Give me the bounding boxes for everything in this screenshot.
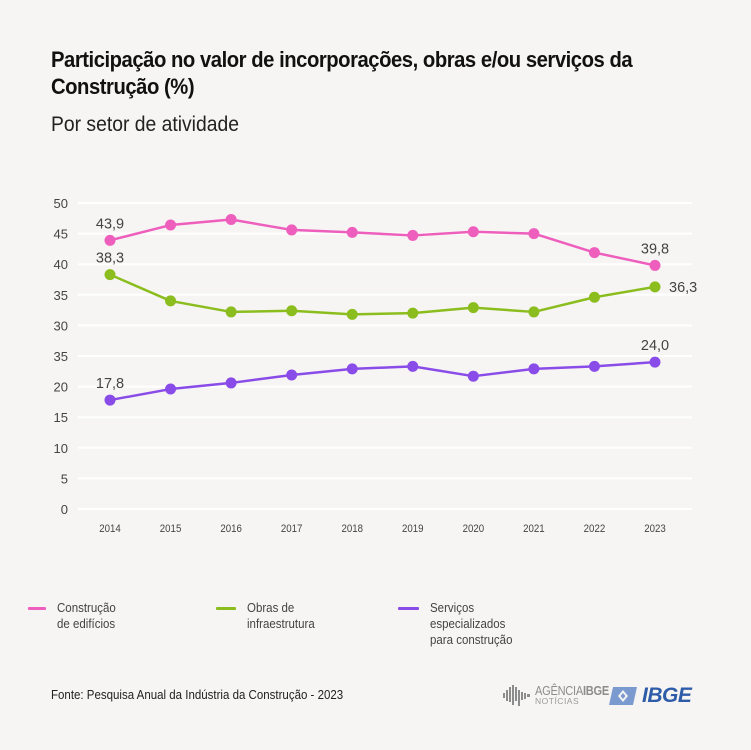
data-point <box>165 219 177 231</box>
data-point <box>104 269 116 281</box>
data-point <box>528 228 540 240</box>
agencia-logo-text: AGÊNCIAIBGE <box>535 683 609 698</box>
data-point <box>528 363 540 375</box>
data-point <box>225 377 237 389</box>
data-point <box>467 226 479 238</box>
data-point <box>286 305 298 317</box>
data-point <box>649 281 661 293</box>
data-point <box>104 394 116 406</box>
gridlines <box>78 202 692 510</box>
legend-label: Construção de edifícios <box>56 601 116 631</box>
agencia-logo-bold: IBGE <box>582 683 609 698</box>
x-tick-label: 2016 <box>220 524 242 536</box>
data-point <box>588 291 600 303</box>
data-point <box>286 224 298 236</box>
data-point <box>649 356 661 368</box>
y-tick-label: 35 <box>54 349 68 364</box>
legend-swatch-infraestrutura <box>216 607 236 610</box>
x-tick-label: 2018 <box>341 524 363 536</box>
ibge-emblem-icon <box>609 687 637 705</box>
x-tick-label: 2021 <box>523 524 545 536</box>
x-tick-label: 2022 <box>584 524 606 536</box>
x-tick-label: 2017 <box>281 524 303 536</box>
data-point <box>165 295 177 307</box>
source-note: Fonte: Pesquisa Anual da Indústria da Co… <box>51 688 344 702</box>
legend-label: Serviços especializados para construção <box>429 601 513 647</box>
data-point <box>467 302 479 314</box>
data-point <box>104 234 116 246</box>
data-point <box>467 370 479 382</box>
y-tick-label: 0 <box>61 502 68 517</box>
ibge-logo: IBGE <box>608 684 692 708</box>
y-tick-label: 10 <box>54 441 68 456</box>
data-label: 38,3 <box>96 251 124 267</box>
data-label: 36,3 <box>669 280 697 296</box>
data-point <box>649 259 661 271</box>
data-point <box>407 360 419 372</box>
chart-title: Participação no valor de incorporações, … <box>51 47 633 99</box>
agencia-logo-subtext: NOTÍCIAS <box>535 696 580 706</box>
data-point <box>286 369 298 381</box>
data-point <box>225 214 237 226</box>
y-axis: 0 5 10 15 20 35 30 35 40 45 50 <box>54 196 68 517</box>
legend-swatch-edificios <box>28 607 46 610</box>
series-line-1 <box>109 273 656 316</box>
series-line-2 <box>109 360 656 402</box>
data-point <box>225 306 237 318</box>
y-tick-label: 20 <box>54 380 68 395</box>
legend-item-infraestrutura: Obras de infraestrutura <box>216 600 331 632</box>
x-tick-label: 2019 <box>402 524 424 536</box>
x-tick-label: 2020 <box>463 524 485 536</box>
y-tick-label: 35 <box>54 288 68 303</box>
data-point <box>588 247 600 259</box>
data-label: 39,8 <box>641 241 669 257</box>
chart-subtitle: Por setor de atividade <box>51 113 239 136</box>
data-label: 43,9 <box>96 216 124 232</box>
y-tick-label: 15 <box>54 410 68 425</box>
legend-item-servicos: Serviços especializados para construção <box>398 600 521 648</box>
legend-swatch-servicos <box>398 607 419 610</box>
ibge-logo-text: IBGE <box>642 684 692 707</box>
agencia-barcode-icon <box>503 685 530 706</box>
y-tick-label: 30 <box>54 318 68 333</box>
series-group <box>104 214 661 406</box>
data-point <box>165 383 177 395</box>
y-tick-label: 45 <box>54 227 68 242</box>
agencia-logo-word: AGÊNCIA <box>535 683 583 698</box>
y-tick-label: 50 <box>54 196 68 211</box>
data-label: 24,0 <box>641 338 669 354</box>
x-tick-label: 2015 <box>160 524 182 536</box>
data-point <box>407 307 419 319</box>
data-labels: 43,9 39,8 38,3 36,3 17,8 24,0 <box>96 216 697 392</box>
data-point <box>407 229 419 241</box>
y-tick-label: 40 <box>54 257 68 272</box>
data-point <box>346 363 358 375</box>
series-line-0 <box>109 218 656 267</box>
x-tick-label: 2023 <box>644 524 666 536</box>
data-point <box>346 226 358 238</box>
data-point <box>528 306 540 318</box>
data-point <box>346 308 358 320</box>
legend-item-edificios: Construção de edifícios <box>28 600 133 632</box>
x-axis: 2014 2015 2016 2017 2018 2019 2020 2021 2022 2023 <box>99 524 666 536</box>
data-point <box>588 360 600 372</box>
x-tick-label: 2014 <box>99 524 121 536</box>
legend-label: Obras de infraestrutura <box>246 601 315 631</box>
agencia-ibge-logo: AGÊNCIAIBGE NOTÍCIAS <box>503 684 622 708</box>
y-tick-label: 5 <box>61 471 68 486</box>
data-label: 17,8 <box>96 376 124 392</box>
